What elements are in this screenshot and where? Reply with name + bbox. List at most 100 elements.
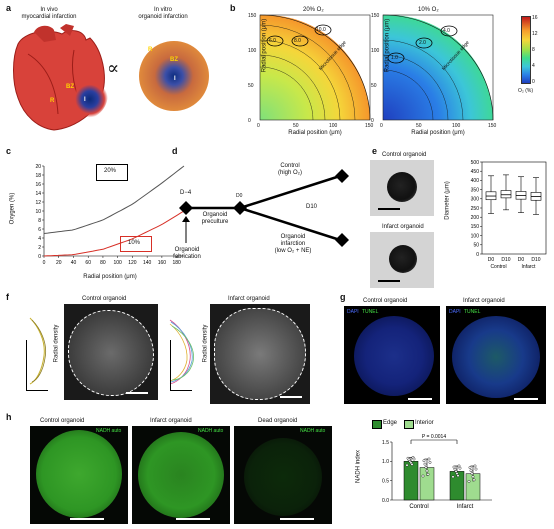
b-x-tick-label: 50 [416, 123, 422, 129]
b-x-tick-label: 150 [365, 123, 374, 129]
proportional-symbol: ∝ [107, 58, 120, 79]
c-x-tick-label: 100 [114, 260, 123, 266]
c-x-tick-label: 40 [71, 260, 77, 266]
e-control-title: Control organoid [382, 152, 427, 158]
e-category-label: D0 [518, 257, 525, 263]
heatmap-10-percent [382, 14, 494, 121]
e-y-tick-label: 300 [471, 197, 480, 203]
c-x-tick-label: 140 [143, 260, 152, 266]
f-ylabel-left: Radial density [53, 324, 60, 363]
e-infarct-title: Infarct organoid [382, 224, 424, 230]
e-y-tick-label: 200 [471, 215, 480, 221]
organoid-label-bz: BZ [170, 57, 178, 63]
h-data-point [468, 466, 472, 469]
c-y-tick-label: 20 [35, 164, 41, 170]
b-left-xlabel: Radial position (μm) [288, 130, 342, 136]
colorbar [521, 16, 531, 84]
g-control-title: Control organoid [363, 298, 408, 304]
fabrication-label: Organoid fabrication [173, 247, 201, 260]
e-y-tick-label: 100 [471, 233, 480, 239]
h-bar-edge [403, 461, 419, 501]
h-channel-label-3: NADH auto [300, 428, 326, 434]
contour-label: 2.0 [419, 40, 426, 46]
c-y-tick-label: 4 [38, 236, 41, 242]
organoid-label-r: R [148, 47, 153, 53]
legend-edge-swatch [372, 420, 382, 429]
e-category-label: D10 [531, 257, 540, 263]
e-box [500, 190, 512, 199]
f-control-title: Control organoid [82, 296, 127, 302]
e-category-label: D10 [501, 257, 510, 263]
infarct-organoid-brightfield [370, 232, 434, 288]
e-y-tick-label: 400 [471, 178, 480, 184]
c-y-tick-label: 18 [35, 173, 41, 179]
c-y-tick-label: 12 [35, 200, 41, 206]
g-infarct-title: Infarct organoid [463, 298, 505, 304]
panel-label-d: d [172, 146, 178, 156]
c-series-line-1 [43, 210, 185, 257]
colorbar-tick: 12 [532, 31, 538, 37]
h-data-point [428, 461, 432, 464]
h-ylabel: NADH index [355, 450, 362, 484]
dead-nadh-image [234, 426, 332, 524]
h-infarct-title: Infarct organoid [150, 418, 192, 424]
h-data-point [421, 474, 425, 478]
e-y-tick-label: 250 [471, 206, 480, 212]
f-scale-vertical-2 [170, 340, 171, 390]
c-x-tick-label: 60 [85, 260, 91, 266]
b-y-tick-label: 150 [371, 13, 380, 19]
h-p-value: P = 0.0014 [422, 434, 446, 440]
control-nadh-image [30, 426, 128, 524]
infarct-organoid-micrograph [210, 304, 310, 404]
contour-label: 10.0 [316, 27, 326, 33]
c-x-tick-label: 180 [172, 260, 181, 266]
h-data-point [405, 463, 409, 467]
h-data-point [458, 466, 462, 470]
legend-20-box [96, 164, 128, 181]
e-y-tick-label: 450 [471, 169, 480, 175]
b-y-tick-label: 100 [248, 48, 257, 54]
h-y-tick-label: 1.0 [382, 459, 389, 465]
b-y-tick-label: 50 [371, 83, 377, 89]
g-tunel-label-2: TUNEL [464, 309, 481, 315]
b-x-tick-label: 0 [257, 123, 260, 129]
e-y-tick-label: 150 [471, 224, 480, 230]
panel-label-f: f [6, 292, 9, 302]
organoid-illustration [139, 41, 209, 111]
h-data-point [422, 459, 426, 463]
h-data-point [410, 463, 414, 466]
h-dead-title: Dead organoid [258, 418, 298, 424]
b-y-tick-label: 50 [248, 83, 254, 89]
c-x-tick-label: 20 [56, 260, 62, 266]
h-data-point [473, 464, 477, 468]
infarction-label: Organoid infarction (low O₂ + NE) [274, 234, 312, 254]
c-x-tick-label: 80 [100, 260, 106, 266]
h-data-point [472, 478, 476, 482]
h-channel-label-2: NADH auto [198, 428, 224, 434]
h-y-tick-label: 1.5 [382, 440, 389, 446]
panel-label-e: e [372, 146, 378, 156]
legend-edge: Edge [383, 420, 398, 426]
h-data-point [423, 462, 427, 466]
contour-label: 6.0 [269, 38, 276, 44]
b-y-tick-label: 100 [371, 48, 380, 54]
h-data-point [470, 472, 474, 476]
e-y-tick-label: 50 [473, 243, 479, 249]
control-organoid-micrograph [64, 304, 158, 400]
panel-label-c: c [6, 146, 12, 156]
in-vitro-title: In vitro organoid infarction [138, 7, 188, 20]
g-tunel-label: TUNEL [362, 309, 379, 315]
h-data-point [469, 469, 473, 473]
day-minus-4: D−4 [180, 190, 192, 196]
h-control-title: Control organoid [40, 418, 85, 424]
h-data-point [427, 457, 431, 461]
c-y-tick-label: 16 [35, 182, 41, 188]
b-y-tick-label: 0 [248, 118, 251, 124]
heatmap-20-percent [259, 14, 371, 121]
preculture-label: Organoid preculture [201, 212, 229, 225]
b-right-ylabel: Radial position (μm) [384, 18, 391, 73]
g-dapi-label: DAPI [347, 309, 359, 315]
h-category-label: Control [409, 504, 428, 510]
c-x-tick-label: 120 [128, 260, 137, 266]
h-data-point [467, 480, 471, 483]
